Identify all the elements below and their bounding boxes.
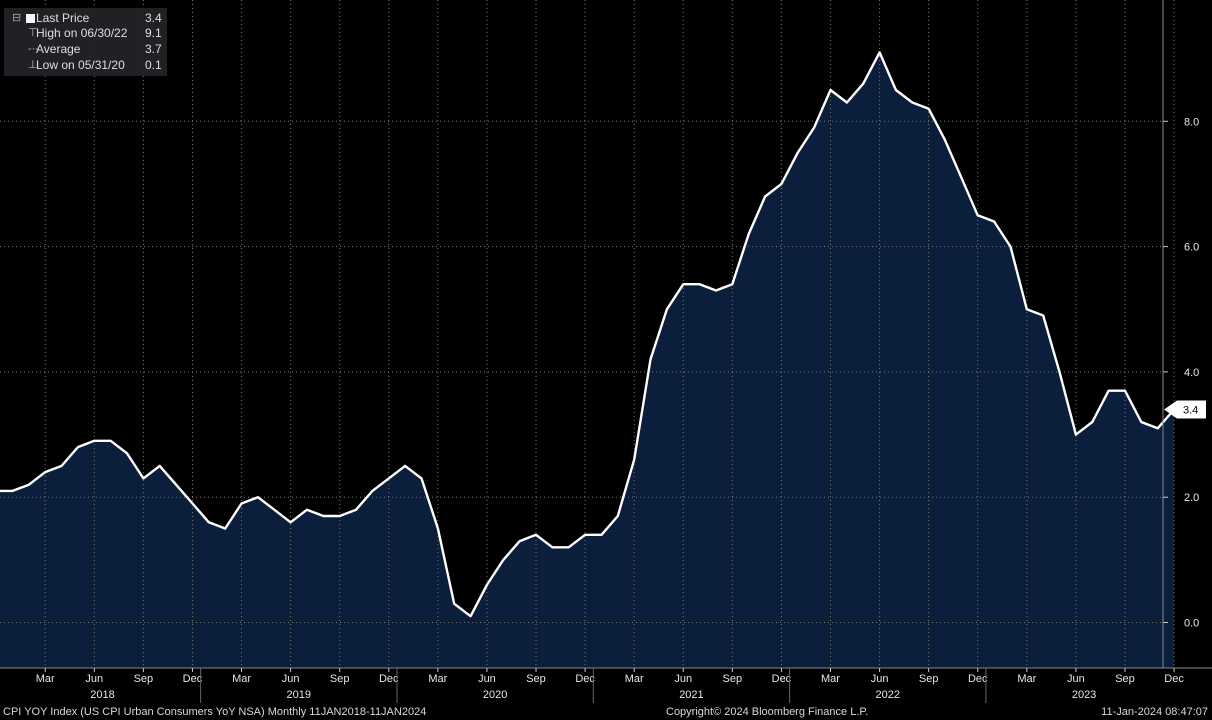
x-tick-label: Mar <box>1017 673 1036 685</box>
x-tick-label: Dec <box>772 673 792 685</box>
x-year-label: 2019 <box>287 689 311 701</box>
x-tick-label: Dec <box>575 673 595 685</box>
x-tick-label: Mar <box>36 673 55 685</box>
x-tick-label: Mar <box>821 673 840 685</box>
x-year-label: 2018 <box>90 689 114 701</box>
x-tick-label: Dec <box>183 673 203 685</box>
x-year-label: 2021 <box>679 689 703 701</box>
high-marker-icon: ⊤ <box>28 27 38 39</box>
x-tick-label: Sep <box>919 673 939 685</box>
x-tick-label: Sep <box>134 673 154 685</box>
x-tick-label: Dec <box>968 673 988 685</box>
x-tick-label: Sep <box>723 673 743 685</box>
series-area <box>0 52 1175 668</box>
x-tick-label: Dec <box>1164 673 1184 685</box>
legend-value: 3.7 <box>145 42 162 56</box>
x-year-label: 2022 <box>876 689 900 701</box>
legend-label: Low on 05/31/20 <box>36 58 125 72</box>
footer-timestamp: 11-Jan-2024 08:47:07 <box>1101 706 1208 718</box>
x-tick-label: Mar <box>232 673 251 685</box>
series-swatch-icon <box>26 14 35 23</box>
x-tick-label: Mar <box>428 673 447 685</box>
footer-copyright: Copyright© 2024 Bloomberg Finance L.P. <box>666 706 869 718</box>
legend-value: 9.1 <box>145 26 162 40</box>
y-tick-label: 8.0 <box>1184 116 1199 128</box>
legend-row-last-price: ⊟ Last Price 3.4 <box>4 11 167 26</box>
x-year-label: 2020 <box>483 689 507 701</box>
x-year-label: 2023 <box>1072 689 1096 701</box>
y-tick-label: 0.0 <box>1184 618 1199 630</box>
low-marker-icon: ⊥ <box>28 59 38 71</box>
legend-value: 3.4 <box>145 11 162 25</box>
legend-row-average: -·- Average 3.7 <box>4 42 167 57</box>
last-value-label: 3.4 <box>1183 404 1198 416</box>
legend-label: Average <box>36 42 81 56</box>
legend-value: 0.1 <box>145 58 162 72</box>
x-tick-label: Sep <box>526 673 546 685</box>
legend-label: High on 06/30/22 <box>36 26 128 40</box>
x-tick-label: Jun <box>85 673 103 685</box>
y-tick-label: 4.0 <box>1184 367 1199 379</box>
x-tick-label: Mar <box>625 673 644 685</box>
x-tick-label: Sep <box>330 673 350 685</box>
legend: ⊟ Last Price 3.4 ⊤ High on 06/30/22 9.1 … <box>4 8 167 76</box>
series-line <box>0 51 1176 618</box>
x-tick-label: Jun <box>871 673 889 685</box>
x-tick-label: Jun <box>1067 673 1085 685</box>
average-marker-icon: -·- <box>28 43 39 55</box>
x-tick-label: Jun <box>674 673 692 685</box>
x-tick-label: Dec <box>379 673 399 685</box>
collapse-icon[interactable]: ⊟ <box>12 12 22 24</box>
legend-row-high: ⊤ High on 06/30/22 9.1 <box>4 26 167 41</box>
last-value-marker <box>1164 400 1206 419</box>
footer-series-info: CPI YOY Index (US CPI Urban Consumers Yo… <box>3 706 427 718</box>
y-tick-label: 2.0 <box>1184 492 1199 504</box>
legend-row-low: ⊥ Low on 05/31/20 0.1 <box>4 58 167 73</box>
x-tick-label: Sep <box>1115 673 1135 685</box>
y-tick-label: 6.0 <box>1184 242 1199 254</box>
x-tick-label: Jun <box>282 673 300 685</box>
legend-label: Last Price <box>36 11 90 25</box>
x-tick-label: Jun <box>478 673 496 685</box>
